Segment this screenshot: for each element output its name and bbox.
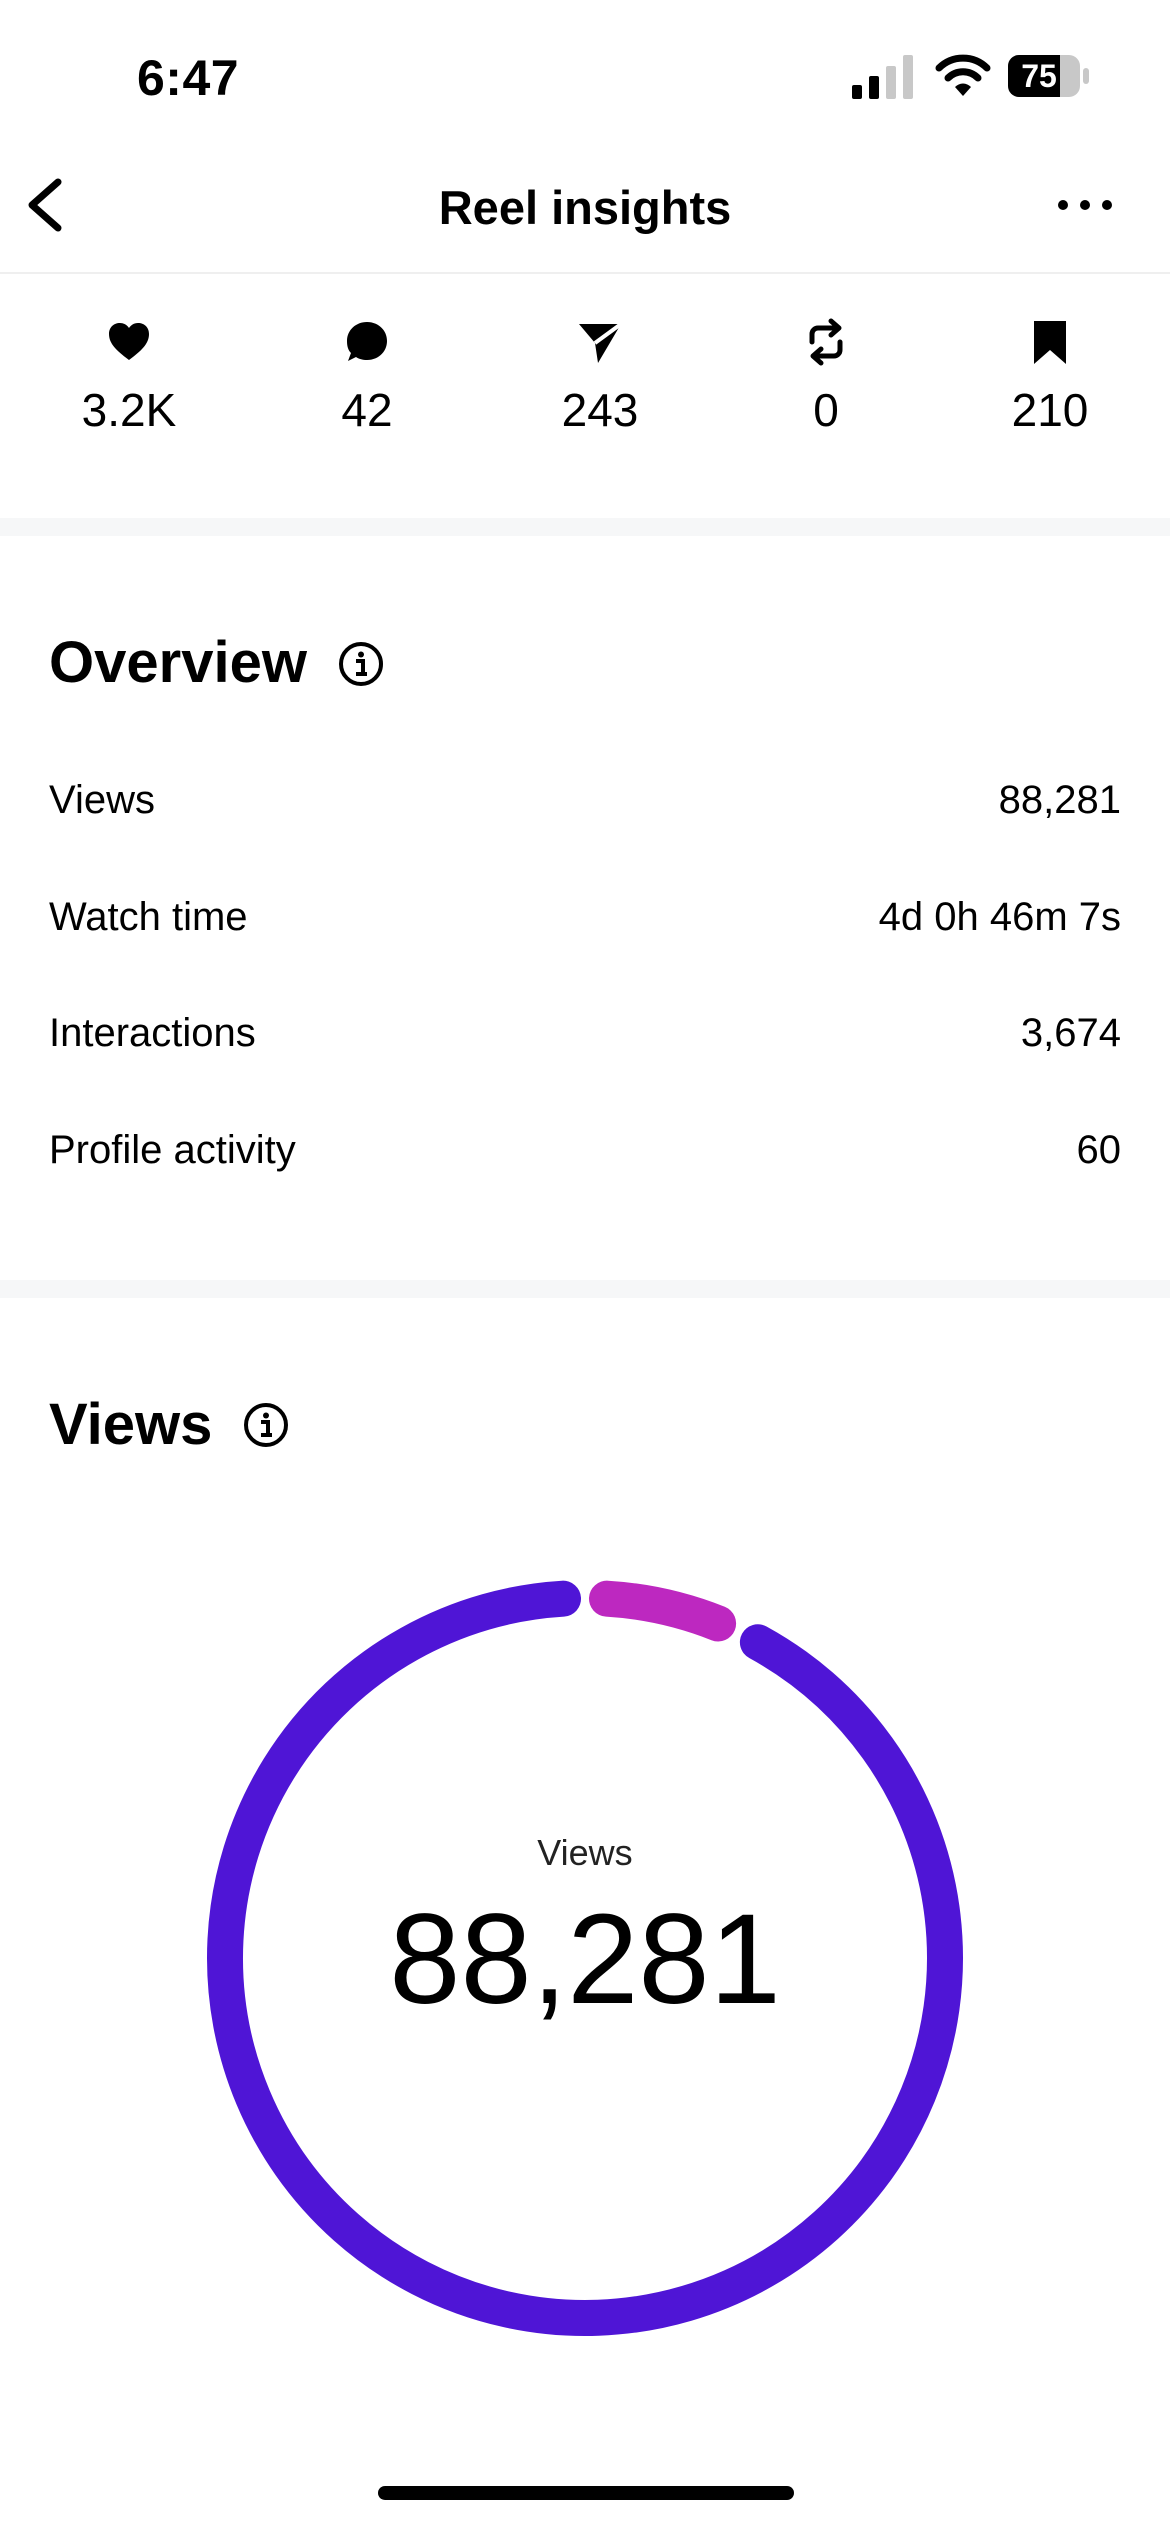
- donut-segment-1: [588, 1580, 737, 1642]
- page-title: Reel insights: [438, 181, 732, 234]
- header-divider: [0, 272, 1170, 274]
- overview-row-interactions: Interactions 3,674: [49, 1003, 1121, 1063]
- overview-title: Overview: [49, 630, 307, 695]
- views-donut-chart: [207, 1580, 963, 2336]
- comments-count: 42: [341, 384, 393, 436]
- views-title: Views: [49, 1392, 213, 1457]
- donut-center-value: 88,281: [389, 1888, 781, 2031]
- reposts-count: 0: [813, 384, 839, 436]
- info-icon[interactable]: [242, 1401, 290, 1449]
- overview-label: Interactions: [49, 1011, 256, 1055]
- reposts-stat: 0: [726, 318, 926, 448]
- likes-stat: 3.2K: [29, 318, 229, 448]
- save-icon: [1034, 321, 1066, 364]
- overview-label: Watch time: [49, 895, 248, 939]
- section-divider: [0, 1280, 1170, 1298]
- share-icon: [579, 322, 623, 363]
- comment-icon: [347, 322, 387, 361]
- overview-value: 60: [1076, 1128, 1122, 1172]
- home-indicator: [378, 2486, 794, 2500]
- repost-icon: [809, 318, 843, 366]
- wifi-icon: [935, 54, 991, 96]
- donut-center-label: Views: [537, 1832, 633, 1873]
- saves-count: 210: [1011, 384, 1089, 436]
- section-divider: [0, 518, 1170, 536]
- battery-icon: [1008, 55, 1089, 97]
- saves-stat: 210: [950, 318, 1150, 448]
- donut-segment-0: [207, 1580, 963, 2336]
- overview-value: 88,281: [998, 778, 1121, 822]
- overview-value: 3,674: [1020, 1011, 1121, 1055]
- comments-stat: 42: [267, 318, 467, 448]
- shares-count: 243: [561, 384, 639, 436]
- info-icon[interactable]: [337, 640, 385, 688]
- overview-row-profile-activity: Profile activity 60: [49, 1120, 1121, 1180]
- signal-icon: [852, 55, 913, 99]
- overview-value: 4d 0h 46m 7s: [878, 895, 1121, 939]
- likes-count: 3.2K: [81, 384, 177, 436]
- shares-stat: 243: [500, 318, 700, 448]
- overview-row-watch-time: Watch time 4d 0h 46m 7s: [49, 887, 1121, 947]
- overview-label: Views: [49, 778, 155, 822]
- back-chevron-icon[interactable]: [18, 170, 78, 240]
- more-icon[interactable]: [1055, 185, 1115, 225]
- heart-icon: [109, 323, 149, 360]
- overview-row-views: Views 88,281: [49, 770, 1121, 830]
- battery-level: 75: [1021, 58, 1057, 94]
- overview-label: Profile activity: [49, 1128, 296, 1172]
- status-time: 6:47: [137, 50, 240, 106]
